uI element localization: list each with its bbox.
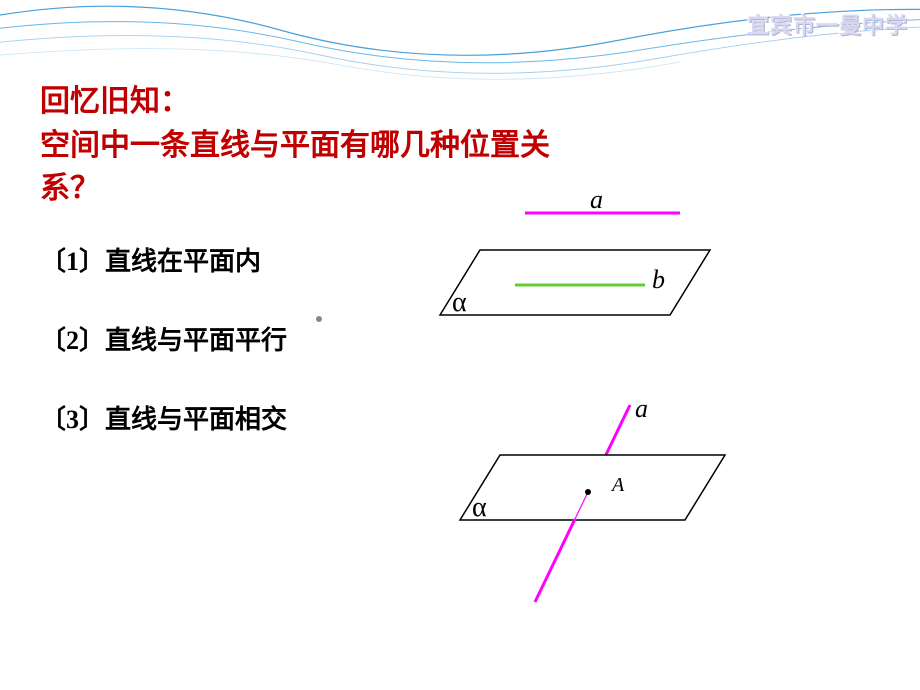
label-a: a — [590, 185, 603, 215]
diagram-parallel: a b α — [420, 195, 720, 345]
label-a-2: a — [635, 394, 648, 424]
page-marker-icon — [316, 316, 322, 322]
school-watermark: 宜宾市一曼中学 — [747, 8, 908, 40]
label-alpha-2: α — [472, 492, 487, 524]
label-b: b — [652, 265, 665, 295]
diagram-intersect: a A α — [440, 400, 740, 650]
heading-line-2: 空间中一条直线与平面有哪几种位置关 — [40, 124, 900, 168]
label-alpha-1: α — [452, 287, 467, 319]
label-point-A: A — [612, 474, 624, 497]
heading-line-1: 回忆旧知： — [40, 80, 900, 124]
